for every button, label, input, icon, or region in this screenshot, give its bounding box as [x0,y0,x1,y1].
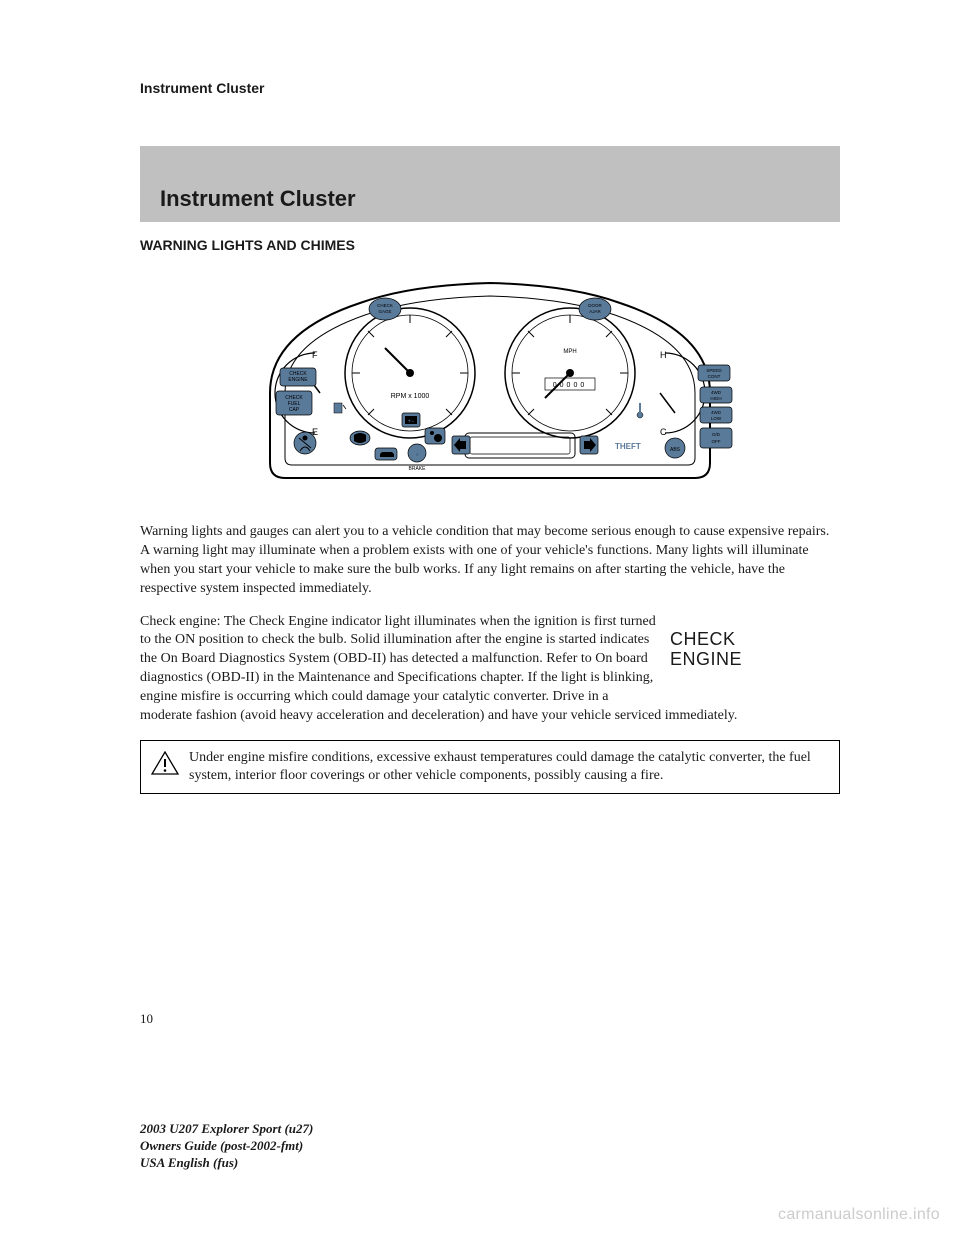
check-engine-inset-text: CHECKENGINE [670,630,742,670]
svg-text:!: ! [416,452,417,457]
check-engine-inset-graphic: CHECKENGINE [670,613,840,688]
svg-text:C: C [660,427,667,437]
footer-info: 2003 U207 Explorer Sport (u27) Owners Gu… [140,1121,313,1172]
ce-italic-3: Maintenance and Specifications [298,670,477,685]
watermark: carmanualsonline.info [778,1206,940,1224]
intro-paragraph: Warning lights and gauges can alert you … [140,523,840,599]
svg-text:ABS: ABS [670,447,681,453]
svg-text:GAGE: GAGE [378,309,391,314]
svg-text:BRAKE: BRAKE [409,466,427,472]
svg-text:4WD: 4WD [711,390,722,395]
footer-line-3: USA English (fus) [140,1155,313,1172]
svg-text:+−: +− [407,419,415,425]
svg-text:CHECK: CHECK [377,303,393,308]
svg-text:O/D: O/D [712,432,721,437]
warning-callout: Under engine misfire conditions, excessi… [140,740,840,794]
section-heading: WARNING LIGHTS AND CHIMES [140,237,840,253]
svg-text:LOW: LOW [711,416,722,421]
ce-text-1: The [220,614,249,629]
footer-line-1: 2003 U207 Explorer Sport (u27) [140,1121,313,1138]
page-container: Instrument Cluster Instrument Cluster WA… [0,0,960,1242]
svg-text:THEFT: THEFT [615,442,641,451]
warning-text: Under engine misfire conditions, excessi… [189,749,829,785]
svg-text:DOOR: DOOR [588,303,602,308]
ce-text-3: in the [259,670,298,685]
header-text: Instrument Cluster [140,80,264,96]
check-engine-label-bold: Check engine: [140,614,220,629]
svg-text:CONT: CONT [708,374,721,379]
check-engine-paragraph: CHECKENGINE Check engine: The Check Engi… [140,613,840,726]
warning-triangle-icon [151,751,179,775]
chapter-banner: Instrument Cluster [140,146,840,222]
ce-italic-1: Check Engine [249,614,328,629]
svg-text:AJAR: AJAR [589,309,601,314]
footer-line-2: Owners Guide (post-2002-fmt) [140,1138,313,1155]
running-header: Instrument Cluster [140,80,840,96]
page-number: 10 [140,1011,153,1027]
svg-text:F: F [312,350,318,360]
svg-text:H: H [660,350,667,360]
svg-text:HIGH: HIGH [710,396,721,401]
svg-text:4WD: 4WD [711,410,722,415]
svg-text:00000: 00000 [553,382,587,389]
chapter-title: Instrument Cluster [160,186,820,212]
svg-text:CAP: CAP [289,407,300,413]
instrument-cluster-diagram: RPM x 1000 MPH 00000 F E H C [210,273,770,493]
svg-text:SPEED: SPEED [706,368,722,373]
svg-text:RPM x 1000: RPM x 1000 [391,393,430,400]
svg-text:OFF: OFF [712,439,721,444]
svg-text:ENGINE: ENGINE [288,377,308,383]
svg-text:MPH: MPH [563,349,576,355]
